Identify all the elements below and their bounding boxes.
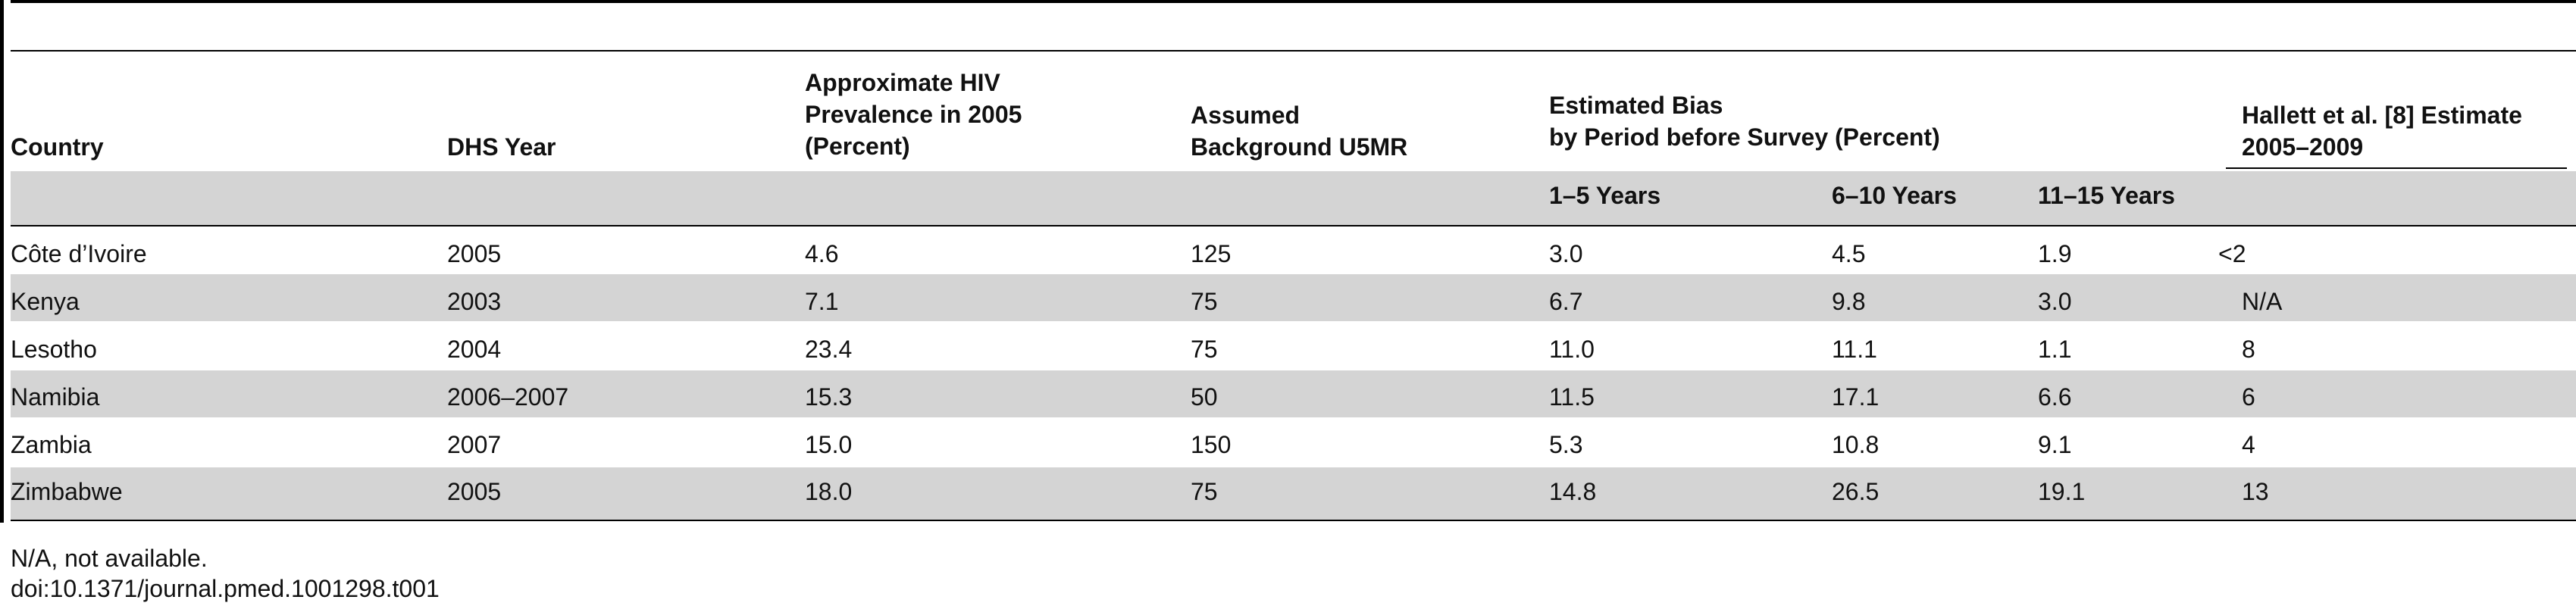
cell-bias-6-10: 11.1 — [1832, 336, 1877, 363]
cell-hallett: N/A — [2242, 288, 2283, 315]
cell-hallett: 6 — [2242, 383, 2255, 411]
row-band — [11, 467, 2576, 520]
cell-year: 2006–2007 — [447, 383, 569, 411]
cell-bias-11-15: 1.1 — [2038, 336, 2072, 363]
cell-bias-6-10: 9.8 — [1832, 288, 1866, 315]
cell-bias-1-5: 5.3 — [1549, 431, 1583, 458]
subheader-11-15-years: 11–15 Years — [2038, 182, 2175, 209]
cell-bias-11-15: 3.0 — [2038, 288, 2072, 315]
cell-bias-11-15: 6.6 — [2038, 383, 2072, 411]
cell-hallett: 4 — [2242, 431, 2255, 458]
row-band — [11, 274, 2576, 321]
cell-bias-1-5: 6.7 — [1549, 288, 1583, 315]
cell-country: Kenya — [11, 288, 80, 315]
cell-bias-11-15: 19.1 — [2038, 478, 2086, 505]
row-band — [11, 370, 2576, 417]
header-band — [11, 171, 2576, 225]
cell-year: 2005 — [447, 478, 502, 505]
cell-bias-6-10: 17.1 — [1832, 383, 1880, 411]
table-left-border — [0, 0, 4, 523]
cell-hallett: <2 — [2218, 240, 2246, 267]
cell-hiv: 23.4 — [805, 336, 853, 363]
cell-u5mr: 75 — [1191, 478, 1218, 505]
cell-hiv: 4.6 — [805, 240, 839, 267]
cell-country: Côte d’Ivoire — [11, 240, 147, 267]
cell-year: 2005 — [447, 240, 502, 267]
cell-u5mr: 75 — [1191, 336, 1218, 363]
table-footnote: N/A, not available. — [11, 545, 208, 572]
header-hallett-estimate: Hallett et al. [8] Estimate 2005–2009 — [2242, 102, 2522, 161]
cell-hiv: 18.0 — [805, 478, 853, 505]
cell-bias-1-5: 11.0 — [1549, 336, 1595, 363]
header-bottom-rule — [11, 225, 2576, 226]
cell-u5mr: 75 — [1191, 288, 1218, 315]
cell-year: 2003 — [447, 288, 502, 315]
header-background-u5mr: Assumed Background U5MR — [1191, 102, 1408, 161]
header-country: Country — [11, 133, 104, 161]
cell-country: Namibia — [11, 383, 100, 411]
cell-bias-11-15: 9.1 — [2038, 431, 2072, 458]
table-bottom-rule — [11, 520, 2576, 521]
cell-hiv: 15.0 — [805, 431, 853, 458]
cell-hallett: 8 — [2242, 336, 2255, 363]
cell-bias-6-10: 10.8 — [1832, 431, 1880, 458]
hallett-header-underline — [2226, 167, 2567, 169]
header-hiv-prevalence: Approximate HIV Prevalence in 2005 (Perc… — [805, 69, 1022, 160]
cell-country: Zambia — [11, 431, 92, 458]
cell-u5mr: 50 — [1191, 383, 1218, 411]
cell-year: 2007 — [447, 431, 502, 458]
header-estimated-bias: Estimated Bias by Period before Survey (… — [1549, 92, 1940, 151]
cell-hiv: 15.3 — [805, 383, 853, 411]
table-top-rule — [11, 0, 2576, 3]
subheader-6-10-years: 6–10 Years — [1832, 182, 1957, 209]
cell-bias-6-10: 26.5 — [1832, 478, 1880, 505]
cell-bias-1-5: 3.0 — [1549, 240, 1583, 267]
cell-bias-11-15: 1.9 — [2038, 240, 2072, 267]
cell-u5mr: 150 — [1191, 431, 1232, 458]
cell-country: Zimbabwe — [11, 478, 123, 505]
cell-u5mr: 125 — [1191, 240, 1232, 267]
cell-bias-1-5: 11.5 — [1549, 383, 1595, 411]
cell-bias-6-10: 4.5 — [1832, 240, 1866, 267]
cell-hiv: 7.1 — [805, 288, 839, 315]
cell-year: 2004 — [447, 336, 502, 363]
cell-hallett: 13 — [2242, 478, 2269, 505]
cell-country: Lesotho — [11, 336, 97, 363]
table-caption-rule — [11, 50, 2576, 52]
subheader-1-5-years: 1–5 Years — [1549, 182, 1661, 209]
header-dhs-year: DHS Year — [447, 133, 556, 161]
cell-bias-1-5: 14.8 — [1549, 478, 1597, 505]
doi-link[interactable]: doi:10.1371/journal.pmed.1001298.t001 — [11, 575, 440, 602]
